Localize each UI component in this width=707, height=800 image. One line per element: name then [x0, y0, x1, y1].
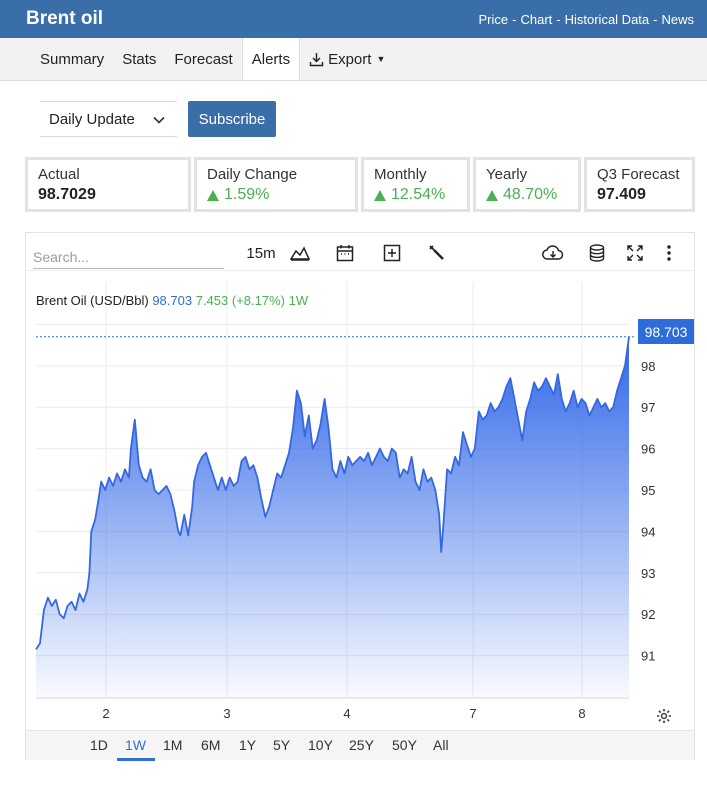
x-tick-label: 4 — [343, 706, 350, 721]
stat-label: Monthly — [374, 166, 427, 183]
legend-symbol: Brent Oil (USD/Bbl) — [36, 293, 149, 308]
cloud-download-icon[interactable] — [540, 242, 566, 264]
stat-value: 97.409 — [597, 186, 646, 203]
tab-summary[interactable]: Summary — [40, 50, 105, 68]
stat-daily-change: Daily Change 1.59% — [194, 157, 358, 212]
y-tick-label: 92 — [641, 607, 655, 622]
link-separator: - — [556, 11, 561, 27]
page-title: Brent oil — [26, 8, 104, 29]
range-10y[interactable]: 10Y — [308, 737, 333, 753]
x-tick-label: 7 — [469, 706, 476, 721]
range-6m[interactable]: 6M — [201, 737, 221, 753]
link-news[interactable]: News — [661, 11, 694, 27]
stat-value-text: 1.59% — [224, 186, 270, 203]
range-1w[interactable]: 1W — [125, 737, 146, 753]
link-price[interactable]: Price — [478, 11, 509, 27]
up-triangle-icon — [374, 189, 386, 201]
stat-monthly: Monthly 12.54% — [361, 157, 470, 212]
chevron-down-icon — [153, 111, 165, 128]
range-1m[interactable]: 1M — [163, 737, 183, 753]
stat-value-text: 48.70% — [503, 186, 558, 203]
range-selector: 1D 1W 1M 6M 1Y 5Y 10Y 25Y 50Y All — [26, 730, 694, 761]
series-line — [35, 336, 630, 650]
frequency-select[interactable]: Daily Update — [40, 101, 177, 137]
stat-value: 98.7029 — [38, 186, 96, 203]
stat-label: Actual — [38, 166, 80, 183]
download-icon — [309, 52, 324, 67]
range-50y[interactable]: 50Y — [392, 737, 417, 753]
stat-value: 12.54% — [374, 186, 457, 204]
range-all[interactable]: All — [433, 737, 449, 753]
stat-value: 1.59% — [207, 186, 345, 204]
up-triangle-icon — [486, 189, 498, 201]
export-label: Export — [328, 50, 372, 68]
range-25y[interactable]: 25Y — [349, 737, 374, 753]
stat-label: Yearly — [486, 166, 528, 183]
y-tick-label: 91 — [641, 649, 655, 664]
frequency-value: Daily Update — [49, 110, 135, 128]
tab-alerts[interactable]: Alerts — [241, 38, 301, 80]
more-vertical-icon[interactable] — [662, 242, 676, 264]
x-tick-label: 2 — [102, 706, 109, 721]
wrench-icon[interactable] — [424, 242, 448, 264]
top-links: Price - Chart - Historical Data - News — [479, 12, 695, 27]
y-tick-label: 97 — [641, 400, 655, 415]
stat-actual: Actual 98.7029 — [25, 157, 191, 212]
link-historical-data[interactable]: Historical Data — [564, 11, 650, 27]
link-separator: - — [653, 11, 658, 27]
range-1d[interactable]: 1D — [90, 737, 108, 753]
price-chart[interactable]: 91929394959697989923478 — [26, 272, 694, 730]
y-tick-label: 95 — [641, 483, 655, 498]
subscribe-button[interactable]: Subscribe — [188, 101, 276, 137]
y-tick-label: 98 — [641, 359, 655, 374]
x-tick-label: 3 — [223, 706, 230, 721]
stats-row: Actual 98.7029 Daily Change 1.59% Monthl… — [25, 157, 695, 212]
tab-stats[interactable]: Stats — [122, 50, 157, 68]
export-menu[interactable]: Export ▼ — [300, 38, 394, 80]
range-5y[interactable]: 5Y — [273, 737, 291, 753]
tab-forecast[interactable]: Forecast — [174, 50, 233, 68]
mountain-chart-icon[interactable] — [288, 242, 312, 264]
link-separator: - — [512, 11, 517, 27]
chart-toolbar: 15m — [26, 233, 694, 271]
legend-period: 1W — [288, 293, 309, 308]
settings-gear-icon[interactable] — [654, 705, 674, 727]
interval-button[interactable]: 15m — [246, 244, 276, 262]
x-tick-label: 8 — [578, 706, 585, 721]
up-triangle-icon — [207, 189, 219, 201]
database-icon[interactable] — [586, 242, 608, 264]
y-tick-label: 94 — [641, 524, 655, 539]
range-1y[interactable]: 1Y — [239, 737, 257, 753]
stat-label: Q3 Forecast — [597, 166, 680, 183]
chart-widget: 15m — [25, 232, 695, 761]
add-box-icon[interactable] — [380, 242, 404, 264]
fullscreen-icon[interactable] — [624, 242, 646, 264]
active-range-indicator — [117, 758, 155, 761]
caret-down-icon: ▼ — [376, 54, 386, 64]
stat-yearly: Yearly 48.70% — [473, 157, 581, 212]
legend-last-price: 98.703 — [152, 293, 193, 308]
symbol-search-input[interactable] — [33, 245, 224, 269]
stat-q3-forecast: Q3 Forecast 97.409 — [584, 157, 695, 212]
top-bar: Brent oil Price - Chart - Historical Dat… — [0, 0, 707, 38]
tab-bar: Summary Stats Forecast Alerts Export ▼ — [0, 38, 707, 81]
series-area-fill — [36, 336, 629, 697]
y-tick-label: 93 — [641, 566, 655, 581]
stat-value-text: 12.54% — [391, 186, 446, 203]
y-tick-label: 96 — [641, 442, 655, 457]
chart-legend: Brent Oil (USD/Bbl) 98.703 7.453 (+8.17%… — [36, 293, 308, 308]
calendar-icon[interactable] — [333, 242, 357, 264]
last-price-tag: 98.703 — [638, 319, 694, 344]
stat-value: 48.70% — [486, 186, 568, 204]
stat-label: Daily Change — [207, 166, 298, 183]
link-chart[interactable]: Chart — [520, 11, 553, 27]
legend-change: 7.453 (+8.17%) — [195, 293, 285, 308]
